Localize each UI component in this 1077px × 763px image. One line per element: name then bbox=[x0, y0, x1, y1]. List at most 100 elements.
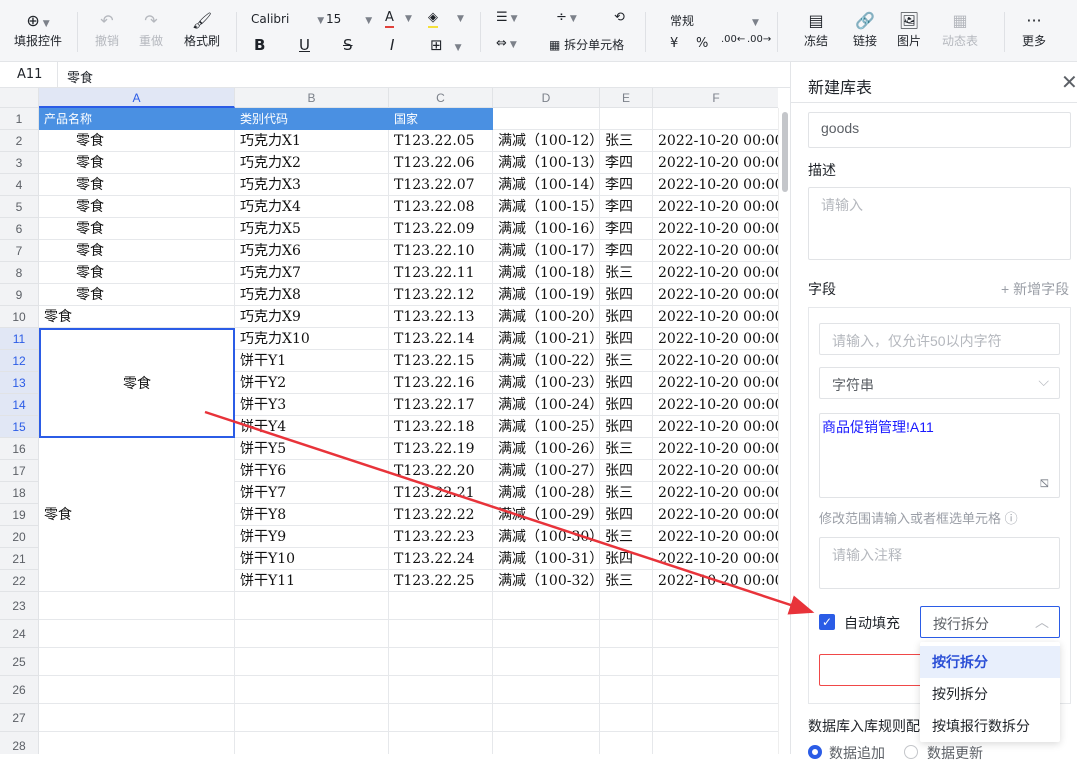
cell[interactable]: 满减（100-22） bbox=[493, 350, 600, 372]
cell[interactable]: 张四 bbox=[600, 394, 653, 416]
cell[interactable]: T123.22.21 bbox=[389, 482, 493, 504]
header-cell[interactable]: 类别代码 bbox=[235, 108, 389, 130]
cell[interactable] bbox=[653, 620, 778, 648]
range-input[interactable]: 商品促销管理!A11 ⧅ bbox=[819, 413, 1060, 498]
cell[interactable] bbox=[235, 732, 389, 754]
row-header-10[interactable]: 10 bbox=[0, 306, 39, 328]
cell[interactable]: 2022-10-20 00:00:00 bbox=[653, 174, 778, 196]
option-by-row[interactable]: 按行拆分 bbox=[920, 646, 1060, 678]
cell[interactable]: 零食 bbox=[39, 196, 235, 218]
cell[interactable]: 零食 bbox=[39, 240, 235, 262]
cell[interactable] bbox=[39, 704, 235, 732]
cell[interactable]: 2022-10-20 00:00:00 bbox=[653, 504, 778, 526]
cell[interactable]: 满减（100-15） bbox=[493, 196, 600, 218]
row-header-22[interactable]: 22 bbox=[0, 570, 39, 592]
cell[interactable]: 满减（100-20） bbox=[493, 306, 600, 328]
cell[interactable]: 2022-10-20 00:00:00 bbox=[653, 218, 778, 240]
cell[interactable]: 满减（100-19） bbox=[493, 284, 600, 306]
cell[interactable]: 饼干Y10 bbox=[235, 548, 389, 570]
cell[interactable]: 2022-10-20 00:00:00 bbox=[653, 570, 778, 592]
cell[interactable]: 张三 bbox=[600, 262, 653, 284]
cell[interactable]: 满减（100-12） bbox=[493, 130, 600, 152]
cell[interactable]: T123.22.11 bbox=[389, 262, 493, 284]
cell[interactable]: 张四 bbox=[600, 306, 653, 328]
more-button[interactable]: ··· 更多 bbox=[1022, 11, 1047, 48]
row-header-25[interactable]: 25 bbox=[0, 648, 39, 676]
cell[interactable]: 李四 bbox=[600, 196, 653, 218]
cell[interactable]: T123.22.05 bbox=[389, 130, 493, 152]
column-header-D[interactable]: D bbox=[493, 88, 600, 108]
row-header-3[interactable]: 3 bbox=[0, 152, 39, 174]
cell[interactable]: 张四 bbox=[600, 328, 653, 350]
cell[interactable]: 零食 bbox=[39, 262, 235, 284]
percent-button[interactable]: % bbox=[696, 36, 709, 51]
row-header-19[interactable]: 19 bbox=[0, 504, 39, 526]
fill-color-icon[interactable]: ◈ bbox=[428, 10, 438, 28]
cell[interactable]: 满减（100-21） bbox=[493, 328, 600, 350]
vertical-scrollbar[interactable] bbox=[778, 108, 790, 754]
cell[interactable]: 满减（100-25） bbox=[493, 416, 600, 438]
cell[interactable] bbox=[389, 592, 493, 620]
cell[interactable]: 李四 bbox=[600, 218, 653, 240]
cell[interactable]: T123.22.24 bbox=[389, 548, 493, 570]
radio-append[interactable] bbox=[808, 745, 822, 759]
cell[interactable]: 满减（100-31） bbox=[493, 548, 600, 570]
row-header-24[interactable]: 24 bbox=[0, 620, 39, 648]
cell[interactable]: 饼干Y4 bbox=[235, 416, 389, 438]
add-field-button[interactable]: + 新增字段 bbox=[1001, 281, 1070, 297]
cell[interactable]: 2022-10-20 00:00:00 bbox=[653, 548, 778, 570]
cell[interactable]: 饼干Y7 bbox=[235, 482, 389, 504]
cell[interactable] bbox=[600, 704, 653, 732]
error-input[interactable] bbox=[819, 654, 924, 686]
cell[interactable]: 2022-10-20 00:00:00 bbox=[653, 372, 778, 394]
cell[interactable] bbox=[600, 676, 653, 704]
cell[interactable] bbox=[235, 676, 389, 704]
cell[interactable] bbox=[600, 592, 653, 620]
cell[interactable] bbox=[39, 592, 235, 620]
header-cell[interactable] bbox=[493, 108, 600, 130]
cell[interactable]: T123.22.08 bbox=[389, 196, 493, 218]
cell[interactable] bbox=[653, 676, 778, 704]
cell[interactable]: 巧克力X1 bbox=[235, 130, 389, 152]
option-by-column[interactable]: 按列拆分 bbox=[932, 686, 988, 702]
row-header-13[interactable]: 13 bbox=[0, 372, 39, 394]
cell[interactable] bbox=[389, 648, 493, 676]
format-painter-button[interactable]: 🖌 格式刷 bbox=[184, 11, 221, 48]
row-header-7[interactable]: 7 bbox=[0, 240, 39, 262]
row-header-17[interactable]: 17 bbox=[0, 460, 39, 482]
cell[interactable]: 满减（100-30） bbox=[493, 526, 600, 548]
row-header-27[interactable]: 27 bbox=[0, 704, 39, 732]
cell[interactable]: 李四 bbox=[600, 152, 653, 174]
select-range-icon[interactable]: ⧅ bbox=[1039, 474, 1049, 491]
cell[interactable]: 2022-10-20 00:00:00 bbox=[653, 482, 778, 504]
help-icon[interactable]: ⓘ bbox=[1004, 511, 1018, 526]
cell[interactable]: 满减（100-24） bbox=[493, 394, 600, 416]
close-icon[interactable]: ✕ bbox=[1061, 72, 1077, 94]
freeze-button[interactable]: ▤ 冻结 bbox=[804, 11, 829, 48]
cell[interactable]: 张三 bbox=[600, 526, 653, 548]
cell[interactable]: 2022-10-20 00:00:00 bbox=[653, 152, 778, 174]
cell-reference[interactable]: A11 bbox=[17, 67, 43, 82]
cell[interactable]: 满减（100-29） bbox=[493, 504, 600, 526]
cell[interactable]: 张三 bbox=[600, 350, 653, 372]
cell[interactable]: 2022-10-20 00:00:00 bbox=[653, 438, 778, 460]
cell[interactable]: 巧克力X8 bbox=[235, 284, 389, 306]
auto-fill-checkbox[interactable]: ✓ bbox=[819, 614, 835, 630]
column-header-B[interactable]: B bbox=[235, 88, 389, 108]
cell[interactable] bbox=[235, 648, 389, 676]
row-header-11[interactable]: 11 bbox=[0, 328, 39, 350]
cell[interactable] bbox=[235, 620, 389, 648]
cell[interactable]: 饼干Y9 bbox=[235, 526, 389, 548]
row-header-5[interactable]: 5 bbox=[0, 196, 39, 218]
border-icon[interactable]: ⊞ ▼ bbox=[430, 36, 462, 54]
cell[interactable]: 2022-10-20 00:00:00 bbox=[653, 328, 778, 350]
cell[interactable]: 饼干Y6 bbox=[235, 460, 389, 482]
cell[interactable]: T123.22.09 bbox=[389, 218, 493, 240]
cell[interactable] bbox=[493, 592, 600, 620]
cell[interactable]: 2022-10-20 00:00:00 bbox=[653, 460, 778, 482]
text-rotate-icon[interactable]: ⟲ bbox=[614, 10, 625, 25]
cell[interactable]: 零食 bbox=[39, 218, 235, 240]
cell[interactable]: T123.22.14 bbox=[389, 328, 493, 350]
cell[interactable] bbox=[39, 676, 235, 704]
cell[interactable]: T123.22.20 bbox=[389, 460, 493, 482]
